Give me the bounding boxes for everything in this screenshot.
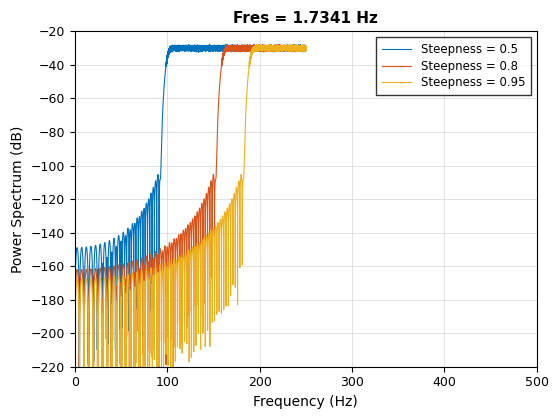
Steepness = 0.95 (292, 42, 298, 47)
Steepness = 0.5 (88, 247, 95, 252)
Steepness = 0.95 (88, 279, 95, 284)
Steepness = 0.8 (131, 270, 138, 276)
Steepness = 0.5 (202, 47, 208, 52)
Line: Steepness = 0.8: Steepness = 0.8 (75, 45, 306, 367)
Steepness = 0.5 (254, 45, 261, 50)
Steepness = 0.95 (261, 45, 268, 50)
Steepness = 0.5 (163, 61, 170, 66)
Steepness = 0.8 (202, 206, 208, 211)
Steepness = 0.8 (163, 255, 170, 260)
Steepness = 0.95 (254, 45, 261, 50)
X-axis label: Frequency (Hz): Frequency (Hz) (254, 395, 358, 409)
Line: Steepness = 0.5: Steepness = 0.5 (75, 44, 306, 367)
Steepness = 0.5 (261, 46, 268, 51)
Steepness = 0.5 (72, 364, 78, 369)
Steepness = 0.5 (131, 222, 138, 227)
Steepness = 0.8 (261, 47, 268, 52)
Legend: Steepness = 0.5, Steepness = 0.8, Steepness = 0.95: Steepness = 0.5, Steepness = 0.8, Steepn… (376, 37, 531, 95)
Steepness = 0.8 (254, 45, 261, 50)
Steepness = 0.95 (131, 286, 138, 291)
Steepness = 0.8 (88, 269, 95, 274)
Y-axis label: Power Spectrum (dB): Power Spectrum (dB) (11, 125, 25, 273)
Steepness = 0.95 (163, 276, 170, 281)
Steepness = 0.5 (302, 47, 309, 52)
Steepness = 0.5 (223, 42, 230, 47)
Steepness = 0.95 (202, 245, 208, 250)
Steepness = 0.95 (302, 45, 309, 50)
Steepness = 0.8 (256, 42, 263, 47)
Steepness = 0.95 (72, 364, 78, 369)
Title: Fres = 1.7341 Hz: Fres = 1.7341 Hz (234, 11, 378, 26)
Steepness = 0.8 (302, 47, 309, 52)
Steepness = 0.8 (72, 364, 78, 369)
Line: Steepness = 0.95: Steepness = 0.95 (75, 45, 306, 367)
